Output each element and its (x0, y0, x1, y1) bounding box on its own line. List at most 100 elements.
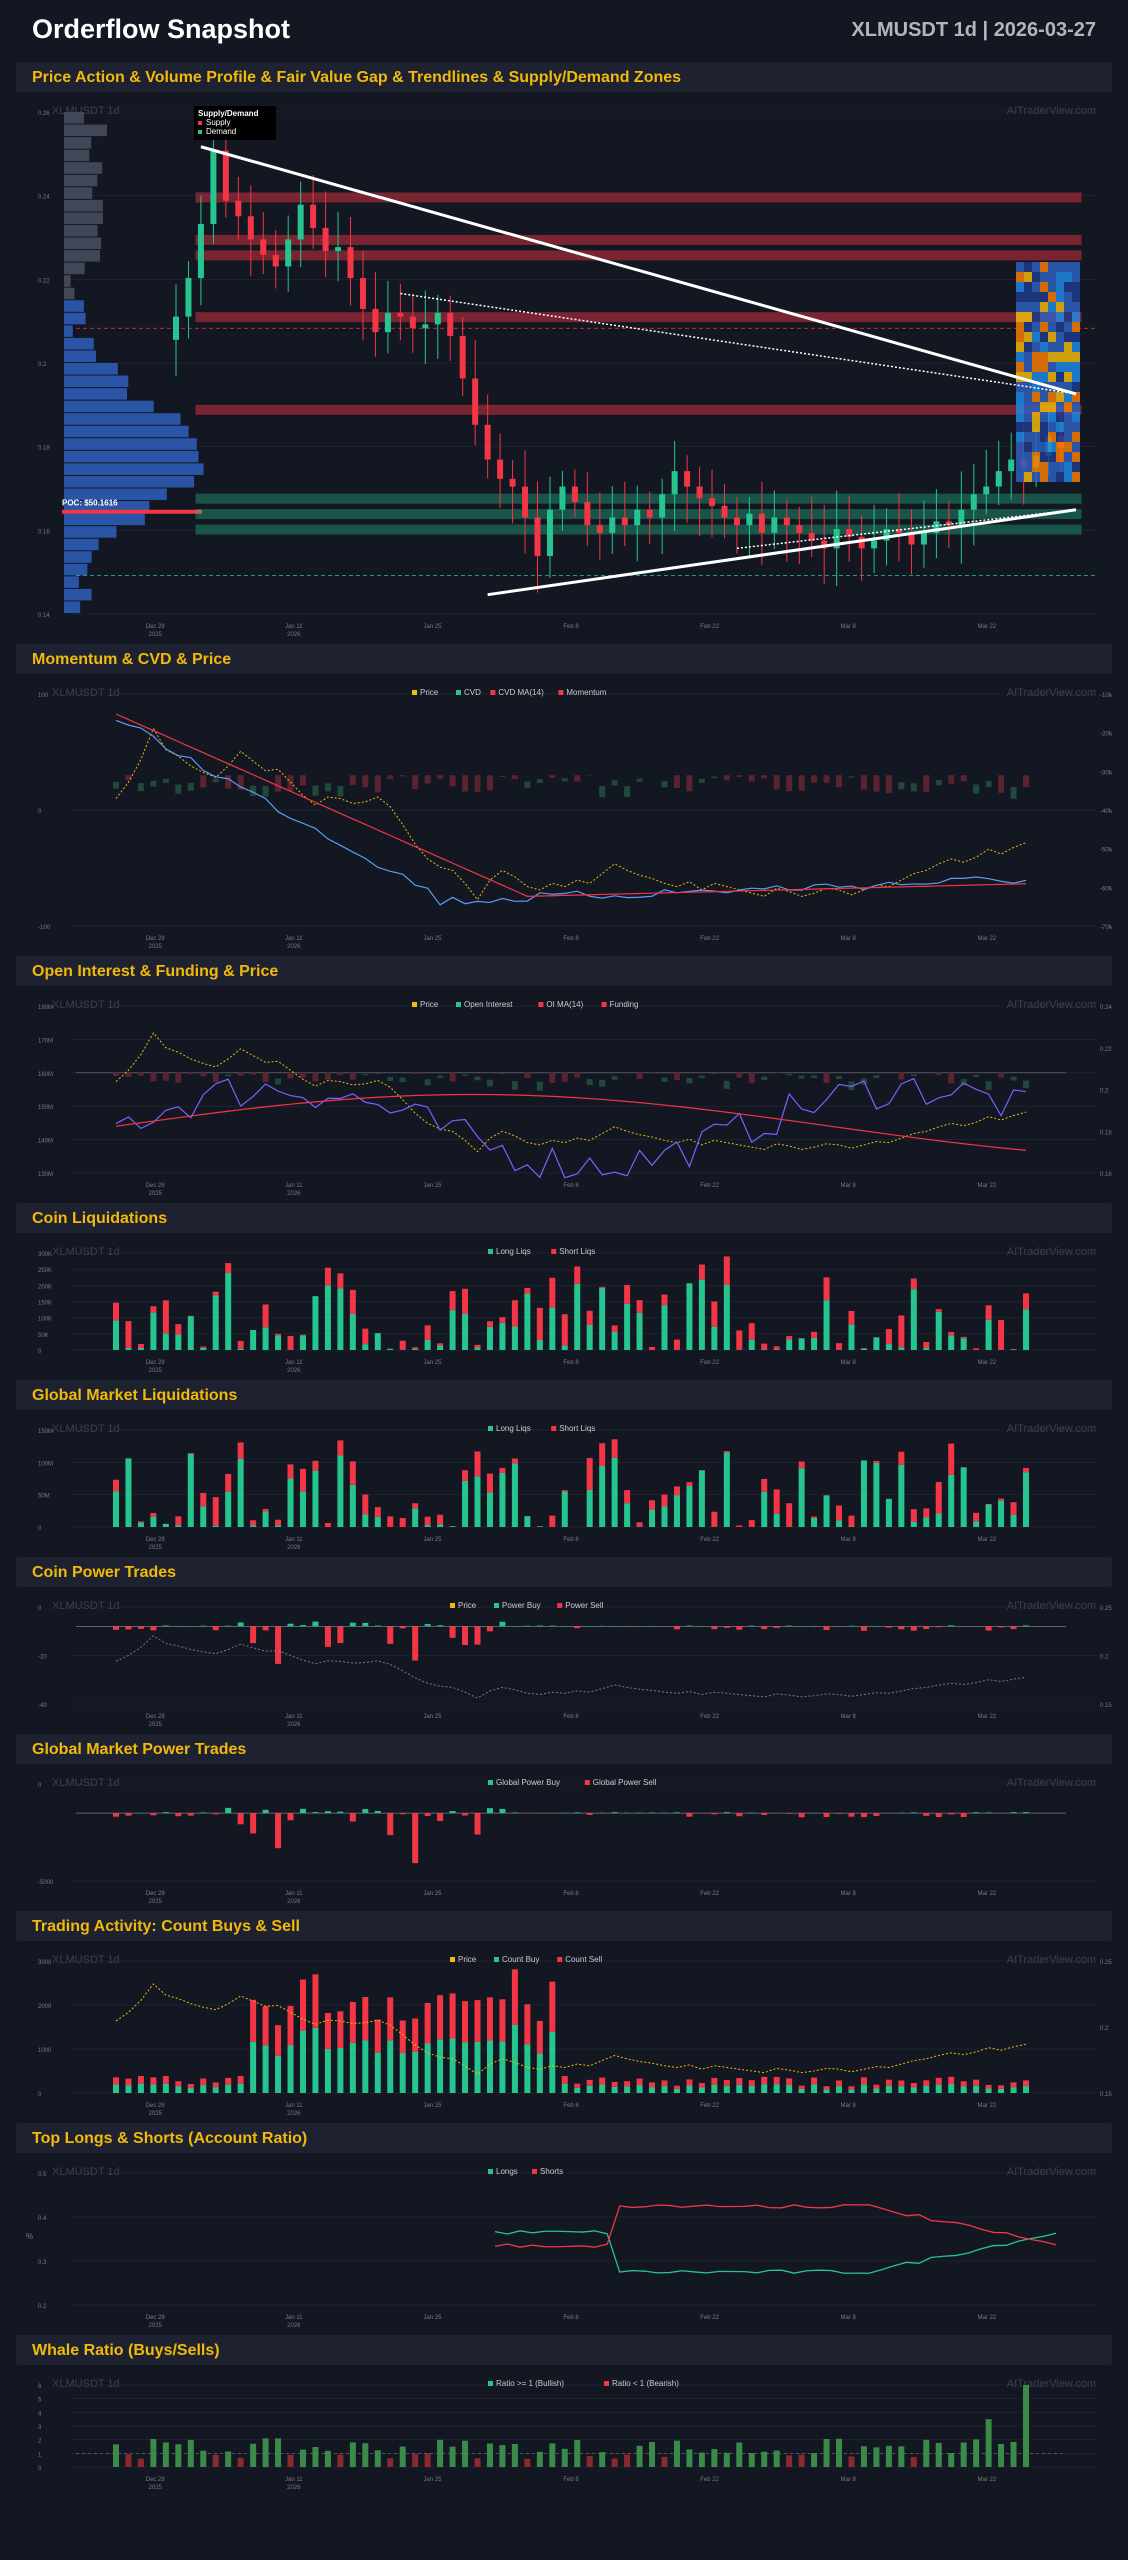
long-liq-bar (175, 1334, 182, 1350)
short-liq-bar (848, 1310, 855, 1325)
whale-ratio-bar (437, 2439, 444, 2467)
y-tick-label: 150K (38, 1301, 52, 1307)
power-bar (200, 1625, 207, 1627)
whale-ratio-bar (536, 2451, 543, 2467)
power-bar (200, 1812, 207, 1814)
power-bar (362, 1809, 369, 1814)
count-buy-bar (474, 2041, 481, 2093)
heatmap-cell (1032, 452, 1040, 462)
power-bar (362, 1622, 369, 1627)
count-buy-bar (362, 2040, 369, 2093)
y-right-tick-label: 0.24 (1100, 1005, 1112, 1011)
short-liq-bar (237, 1442, 244, 1459)
count-buy-bar (711, 2084, 718, 2093)
legend-label: Ratio >= 1 (Bullish) (496, 2379, 564, 2388)
whale-ratio-bar (823, 2438, 830, 2467)
momentum-bar (486, 775, 493, 791)
power-bar (337, 1811, 344, 1814)
heatmap-cell (1016, 472, 1024, 482)
x-tick-label: 2026 (287, 2485, 301, 2491)
candle-body (297, 204, 304, 240)
y-tick-label: 300K (38, 1252, 52, 1258)
short-liq-bar (1023, 1467, 1029, 1473)
heatmap-cell (1040, 412, 1048, 422)
count-buy-bar (225, 2084, 232, 2093)
funding-bar (499, 1073, 506, 1074)
y-tick-label: -40 (38, 1703, 47, 1709)
legend-label: OI MA(14) (546, 1000, 583, 1009)
heatmap-cell (1072, 362, 1080, 372)
short-liq-bar (923, 1342, 930, 1349)
volume-profile-bar (64, 212, 103, 224)
funding-bar (798, 1075, 805, 1079)
long-liq-bar (250, 1329, 257, 1350)
count-buy-bar (798, 2088, 805, 2093)
whale-ratio-bar (412, 2454, 419, 2467)
long-liq-bar (175, 1525, 182, 1527)
x-tick-label: Feb 22 (700, 1537, 719, 1543)
count-sell-bar (187, 2083, 194, 2089)
long-liq-bar (910, 1289, 917, 1350)
whale-ratio-bar (324, 2450, 331, 2467)
whale-ratio-bar (561, 2448, 568, 2467)
long-liq-bar (885, 1344, 892, 1350)
momentum-bar (449, 775, 456, 787)
trendline-down (200, 145, 1077, 396)
heatmap-cell (1040, 322, 1048, 332)
panel-title: Trading Activity: Count Buys & Sell (32, 1918, 300, 1935)
funding-bar (661, 1077, 668, 1082)
x-tick-label: Mar 22 (977, 1537, 996, 1543)
long-liq-bar (362, 1344, 369, 1350)
power-bar (287, 1623, 294, 1627)
momentum-bar (536, 779, 543, 783)
heatmap-cell (1040, 302, 1048, 312)
x-tick-label: Feb 8 (563, 2103, 579, 2109)
x-tick-label: Feb 22 (700, 2103, 719, 2109)
power-bar (1023, 1625, 1029, 1627)
heatmap-cell (1024, 292, 1032, 302)
long-liq-bar (985, 1319, 992, 1350)
short-liq-bar (773, 1489, 780, 1514)
long-liq-bar (948, 1335, 955, 1350)
long-liq-bar (998, 1500, 1005, 1527)
heatmap-cell (1048, 292, 1056, 302)
short-liq-bar (287, 1335, 294, 1350)
heatmap-cell (1064, 462, 1072, 472)
y-tick-label: -5000 (38, 1880, 54, 1886)
y-right-tick-label: 0.15 (1100, 1703, 1112, 1709)
whale-ratio-bar (586, 2456, 593, 2467)
count-sell-bar (299, 1979, 306, 2031)
panel-header: Open Interest & Funding & Price (16, 956, 1112, 986)
funding-bar (175, 1072, 182, 1083)
count-sell-bar (698, 2083, 705, 2088)
count-buy-bar (237, 2083, 244, 2093)
heatmap-cell (1048, 342, 1056, 352)
short-liq-bar (262, 1304, 269, 1328)
heatmap-cell (1016, 332, 1024, 342)
count-buy-bar (1023, 2086, 1029, 2093)
short-liq-bar (748, 1520, 755, 1527)
long-liq-bar (823, 1495, 830, 1527)
x-tick-label: Dec 28 (146, 1714, 166, 1720)
shorts-line (494, 2204, 1057, 2248)
volume-profile-bar (64, 149, 90, 162)
y-axis-label: % (26, 2232, 33, 2241)
legend-label: Short Liqs (559, 1247, 595, 1256)
count-buy-bar (187, 2088, 194, 2093)
short-liq-bar (250, 1520, 257, 1526)
long-liq-bar (486, 1492, 493, 1527)
funding-bar (312, 1072, 319, 1082)
candle-body (659, 494, 666, 518)
power-bar (960, 1813, 967, 1818)
long-liq-bar (424, 1525, 431, 1527)
x-tick-label: Jan 25 (423, 1537, 442, 1543)
volume-profile-bar (64, 563, 88, 576)
whale-ratio-bar (761, 2451, 768, 2467)
short-liq-bar (611, 1325, 618, 1333)
whale-ratio-bar (998, 2443, 1005, 2467)
heatmap-cell (1064, 302, 1072, 312)
watermark-right: AITraderView.com (1007, 999, 1096, 1011)
count-sell-bar (973, 2079, 980, 2086)
short-liq-bar (998, 1498, 1005, 1501)
funding-bar (125, 1072, 132, 1077)
